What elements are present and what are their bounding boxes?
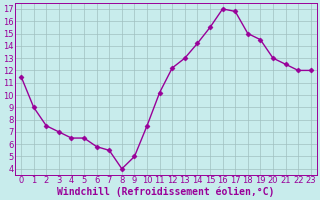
X-axis label: Windchill (Refroidissement éolien,°C): Windchill (Refroidissement éolien,°C): [57, 187, 275, 197]
